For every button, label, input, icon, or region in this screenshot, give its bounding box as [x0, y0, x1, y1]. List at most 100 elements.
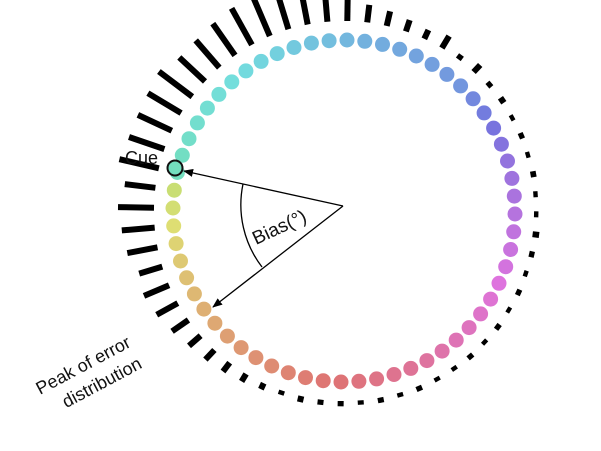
error-bar: [433, 375, 441, 383]
error-bar: [220, 360, 233, 374]
wheel-color-dot: [507, 206, 523, 222]
wheel-color-dot: [233, 340, 249, 356]
error-bar: [276, 0, 292, 31]
error-bar: [497, 96, 507, 105]
wheel-color-dot: [504, 170, 520, 186]
error-bar: [142, 282, 171, 299]
wheel-color-dot: [166, 218, 182, 234]
wheel-color-dot: [269, 46, 285, 62]
error-bar: [228, 6, 255, 47]
wheel-color-dot: [211, 86, 227, 102]
wheel-color-dot: [166, 182, 182, 198]
error-bar: [210, 21, 238, 58]
wheel-color-dot: [465, 91, 481, 107]
error-bar: [466, 352, 475, 361]
wheel-color-dot: [486, 120, 502, 136]
wheel-color-dot: [339, 32, 355, 48]
error-bar: [146, 90, 183, 116]
error-bar: [277, 389, 285, 396]
error-bar: [299, 0, 311, 26]
error-bar: [455, 53, 464, 62]
color-wheel-dots: [165, 32, 523, 390]
wheel-color-dot: [500, 153, 515, 169]
wheel-color-dot: [168, 236, 184, 252]
error-bar: [136, 112, 174, 134]
wheel-color-dot: [369, 371, 385, 387]
wheel-color-dot: [179, 270, 195, 286]
error-bar: [124, 181, 156, 191]
error-bar: [170, 317, 191, 334]
error-bar: [364, 4, 373, 23]
wheel-color-dot: [253, 53, 269, 69]
wheel-color-dot: [386, 367, 402, 382]
error-bar: [251, 0, 273, 38]
wheel-color-dot: [476, 105, 492, 121]
error-bar: [117, 204, 155, 211]
wheel-color-dot: [181, 131, 197, 147]
error-bar: [377, 396, 385, 404]
peak-arrow: [212, 205, 344, 308]
error-bar: [514, 288, 523, 297]
wheel-color-dot: [286, 40, 302, 55]
wheel-color-dot: [448, 332, 464, 348]
cue-marker: [166, 159, 184, 177]
wheel-color-dot: [424, 56, 440, 72]
error-bar: [480, 338, 489, 346]
error-bar: [177, 55, 208, 84]
wheel-color-dot: [419, 353, 435, 369]
error-bar: [508, 114, 516, 122]
error-bar: [528, 250, 535, 258]
wheel-color-dot: [303, 35, 319, 51]
error-bar: [296, 395, 305, 403]
error-bar: [415, 384, 424, 392]
error-bar: [522, 270, 529, 278]
wheel-color-dot: [503, 242, 519, 257]
error-bar: [505, 306, 513, 314]
wheel-color-dot: [506, 224, 522, 240]
wheel-color-dot: [315, 373, 331, 389]
error-distribution-bars: [117, 0, 540, 407]
error-bar: [493, 322, 502, 331]
wheel-color-dot: [408, 48, 424, 64]
wheel-color-dot: [298, 370, 313, 386]
peak-label: Peak of error distribution: [32, 332, 145, 412]
error-bar: [157, 69, 195, 100]
wheel-color-dot: [483, 291, 499, 307]
error-bar: [517, 131, 525, 140]
wheel-color-dot: [165, 200, 181, 216]
bias-arc: [240, 183, 263, 268]
wheel-color-dot: [224, 74, 240, 90]
error-bar: [258, 381, 267, 391]
wheel-color-dot: [434, 343, 450, 359]
wheel-color-dot: [186, 286, 202, 302]
wheel-color-dot: [473, 306, 489, 322]
wheel-color-dot: [207, 315, 223, 331]
wheel-color-dot: [498, 259, 514, 275]
wheel-color-dot: [453, 78, 469, 94]
error-bar: [138, 263, 164, 277]
wheel-color-dot: [357, 33, 373, 49]
wheel-color-dot: [264, 358, 280, 374]
wheel-color-dot: [174, 147, 190, 163]
error-bar: [421, 28, 432, 41]
wheel-color-dot: [238, 63, 254, 79]
bias-label: Bias(°): [249, 206, 310, 249]
error-bar: [322, 0, 331, 22]
wheel-color-dot: [219, 328, 235, 344]
error-bar: [524, 151, 531, 159]
error-bar: [439, 34, 452, 50]
error-bar: [383, 10, 394, 27]
error-bar: [396, 391, 404, 398]
wheel-color-dot: [439, 66, 455, 82]
wheel-color-dot: [189, 115, 205, 131]
wheel-color-dot: [333, 374, 349, 390]
wheel-color-dot: [403, 360, 419, 376]
wheel-color-dot: [493, 136, 509, 152]
error-bar: [532, 231, 540, 238]
wheel-color-dot: [491, 275, 507, 291]
error-bar: [317, 399, 324, 406]
error-bar: [118, 156, 160, 172]
error-bar: [121, 224, 155, 234]
wheel-color-dot: [248, 350, 264, 366]
